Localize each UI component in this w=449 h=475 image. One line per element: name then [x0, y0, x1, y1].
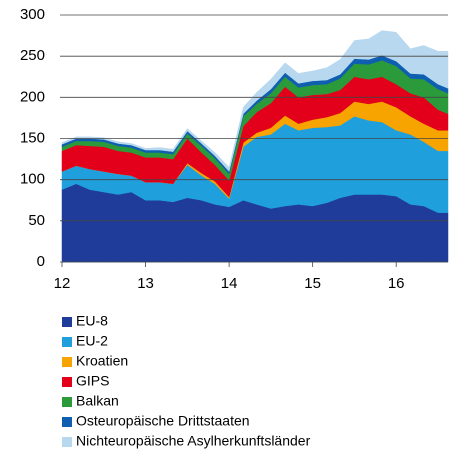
y-tick-label: 50 [28, 212, 45, 229]
legend-label: Nichteuropäische Asylherkunftsländer [76, 433, 311, 449]
legend-swatch [62, 377, 72, 387]
x-tick-label: 16 [388, 275, 405, 292]
legend-swatch [62, 317, 72, 327]
x-tick-label: 13 [137, 275, 154, 292]
x-tick-label: 14 [221, 275, 238, 292]
legend-label: Osteuropäische Drittstaaten [76, 413, 250, 429]
y-tick-label: 300 [20, 6, 45, 23]
y-tick-label: 250 [20, 47, 45, 64]
legend-label: Kroatien [76, 353, 128, 369]
legend-swatch [62, 397, 72, 407]
y-tick-label: 0 [37, 253, 45, 270]
x-tick-label: 12 [54, 275, 71, 292]
legend-swatch [62, 417, 72, 427]
legend-label: EU-8 [76, 313, 108, 329]
legend-swatch [62, 337, 72, 347]
legend-label: EU-2 [76, 333, 108, 349]
legend-label: GIPS [76, 373, 109, 389]
y-tick-label: 200 [20, 88, 45, 105]
legend-label: Balkan [76, 393, 119, 409]
y-tick-label: 100 [20, 171, 45, 188]
legend-swatch [62, 437, 72, 447]
y-tick-label: 150 [20, 129, 45, 146]
area [61, 30, 449, 172]
legend-swatch [62, 357, 72, 367]
x-tick-label: 15 [304, 275, 321, 292]
